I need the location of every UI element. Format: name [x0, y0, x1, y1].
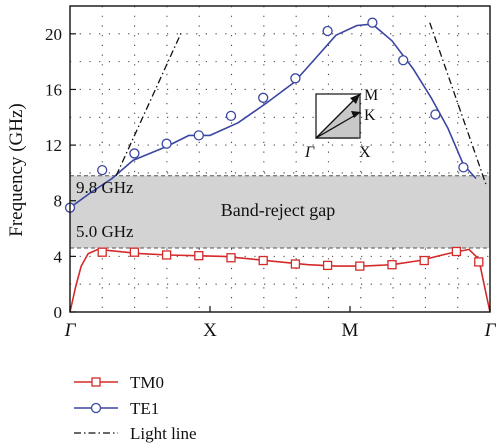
x-tick-label: Γ [484, 320, 497, 341]
legend-marker-tm0 [91, 377, 101, 387]
data-point-te1 [193, 130, 204, 141]
brillouin-zone-inset: M K Γ X [304, 87, 378, 161]
inset-label-k: K [364, 107, 376, 124]
data-point-te1 [290, 73, 301, 84]
data-point-tm0 [322, 260, 333, 271]
data-point-tm0 [290, 259, 301, 269]
legend-marker-te1 [90, 402, 102, 414]
legend-label-light-line: Light line [130, 424, 197, 443]
inset-label-x: X [359, 144, 371, 161]
series-layer [64, 17, 491, 313]
data-point-tm0 [474, 257, 484, 267]
inset-arrowhead-m [350, 94, 360, 104]
gap-text-layer: 9.8 GHz 5.0 GHz Band-reject gap [76, 178, 335, 241]
tick-layer: 0 4 8 12 16 20 Γ X M Γ [45, 25, 497, 341]
data-point-te1 [97, 164, 108, 176]
data-point-te1 [430, 109, 441, 120]
data-point-te1 [398, 55, 409, 66]
gap-band [70, 175, 490, 249]
inset-label-gamma: Γ [304, 144, 315, 161]
data-point-te1 [225, 110, 237, 122]
data-point-tm0 [97, 247, 107, 257]
data-point-tm0 [161, 250, 172, 260]
legend-label-te1: TE1 [130, 399, 159, 418]
inset-arrow-m [315, 94, 360, 139]
data-point-tm0 [419, 255, 429, 266]
legend-label-tm0: TM0 [130, 373, 164, 392]
gap-upper-label: 9.8 GHz [76, 178, 134, 197]
x-tick-label: M [342, 320, 359, 341]
data-point-te1 [322, 25, 333, 37]
data-point-tm0 [355, 261, 365, 271]
gap-title-label: Band-reject gap [221, 200, 335, 220]
y-tick-label: 4 [54, 247, 63, 266]
y-tick-label: 8 [54, 192, 63, 211]
data-point-tm0 [129, 247, 140, 257]
legend: TM0 TE1 Light line [74, 373, 197, 443]
legend-entry-te1: TE1 [74, 399, 159, 418]
y-tick-label: 20 [45, 25, 62, 44]
inset-arrowhead-k [351, 111, 361, 118]
y-tick-label: 12 [45, 136, 62, 155]
data-point-tm0 [451, 246, 462, 257]
series-line-te1 [69, 23, 477, 209]
data-point-te1 [367, 17, 378, 28]
data-point-te1 [161, 138, 172, 149]
y-tick-label: 16 [45, 80, 62, 99]
x-tick-label: Γ [64, 320, 77, 341]
y-axis-label: Frequency (GHz) [6, 103, 27, 236]
data-point-te1 [258, 92, 269, 103]
legend-entry-tm0: TM0 [74, 373, 164, 392]
x-tick-label: X [203, 320, 217, 341]
series-line-light-line [429, 22, 487, 185]
data-point-tm0 [226, 253, 236, 263]
plot-frame [69, 5, 491, 313]
inset-label-m: M [364, 87, 378, 104]
grid-layer [70, 6, 490, 312]
data-point-tm0 [387, 260, 397, 270]
data-point-te1 [458, 162, 469, 173]
gap-lower-label: 5.0 GHz [76, 222, 134, 241]
legend-entry-light-line: Light line [74, 424, 197, 443]
inset-arrow-k [315, 112, 360, 139]
data-point-tm0 [258, 255, 268, 266]
data-point-tm0 [194, 251, 204, 261]
data-point-te1 [129, 148, 140, 159]
y-tick-label: 0 [54, 303, 63, 322]
series-line-light-line [115, 30, 183, 176]
band-gap-region [70, 175, 490, 249]
